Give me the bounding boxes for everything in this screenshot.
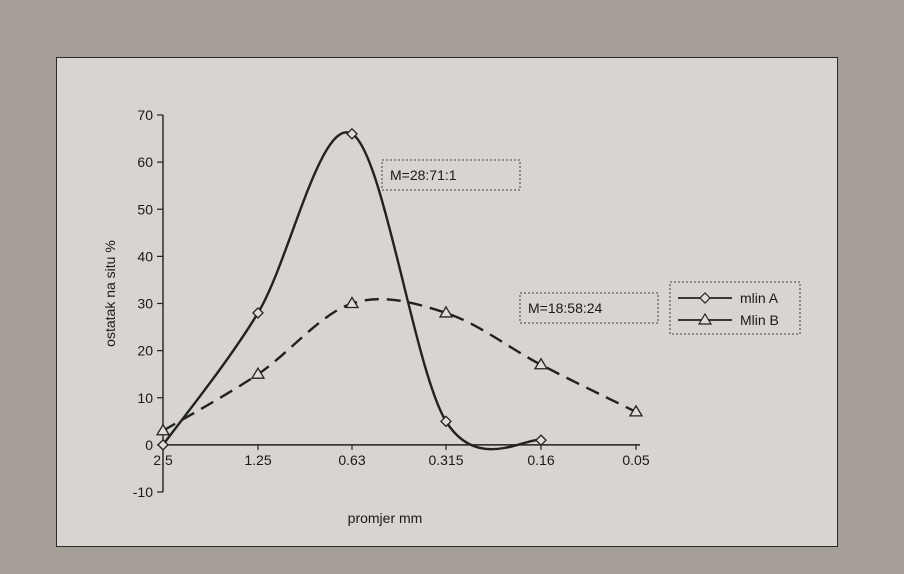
diamond-marker: [440, 415, 452, 428]
y-tick-label: 70: [137, 107, 153, 123]
x-tick-label: 0.05: [622, 452, 649, 468]
y-tick-label: -10: [133, 484, 153, 500]
y-tick-label: 10: [137, 390, 153, 406]
legend-label: mlin A: [740, 290, 779, 306]
legend-diamond-marker: [699, 292, 711, 304]
legend-label: Mlin B: [740, 312, 779, 328]
triangle-marker: [628, 404, 644, 417]
annotation-label: M=18:58:24: [528, 300, 603, 316]
y-tick-label: 30: [137, 296, 153, 312]
y-axis-title: ostatak na situ %: [102, 240, 118, 347]
x-tick-label: 0.16: [527, 452, 554, 468]
triangle-marker: [533, 357, 549, 370]
diamond-marker: [346, 127, 358, 140]
y-tick-label: 50: [137, 201, 153, 217]
y-tick-label: 20: [137, 343, 153, 359]
x-tick-label: 0.315: [428, 452, 463, 468]
annotation-box: [381, 159, 521, 191]
series-line-1: [162, 131, 542, 451]
x-tick-label: 1.25: [244, 452, 271, 468]
legend-box: [669, 281, 801, 335]
triangle-marker: [438, 305, 454, 318]
diamond-marker: [535, 434, 547, 447]
triangle-marker: [155, 423, 171, 436]
x-tick-label: 0.63: [338, 452, 365, 468]
y-tick-label: 40: [137, 248, 153, 264]
triangle-marker: [344, 296, 360, 309]
y-tick-label: 0: [145, 437, 153, 453]
annotation-box: [519, 292, 659, 324]
triangle-marker: [250, 366, 266, 379]
y-tick-label: 60: [137, 154, 153, 170]
legend-triangle-marker: [697, 312, 713, 325]
x-tick-label: 2.5: [153, 452, 173, 468]
diamond-marker: [252, 307, 264, 319]
series-line-2: [162, 297, 637, 432]
figure-frame: [56, 57, 838, 547]
x-axis-title: promjer mm: [348, 510, 423, 526]
annotation-label: M=28:71:1: [390, 167, 457, 183]
diamond-marker: [157, 438, 169, 451]
